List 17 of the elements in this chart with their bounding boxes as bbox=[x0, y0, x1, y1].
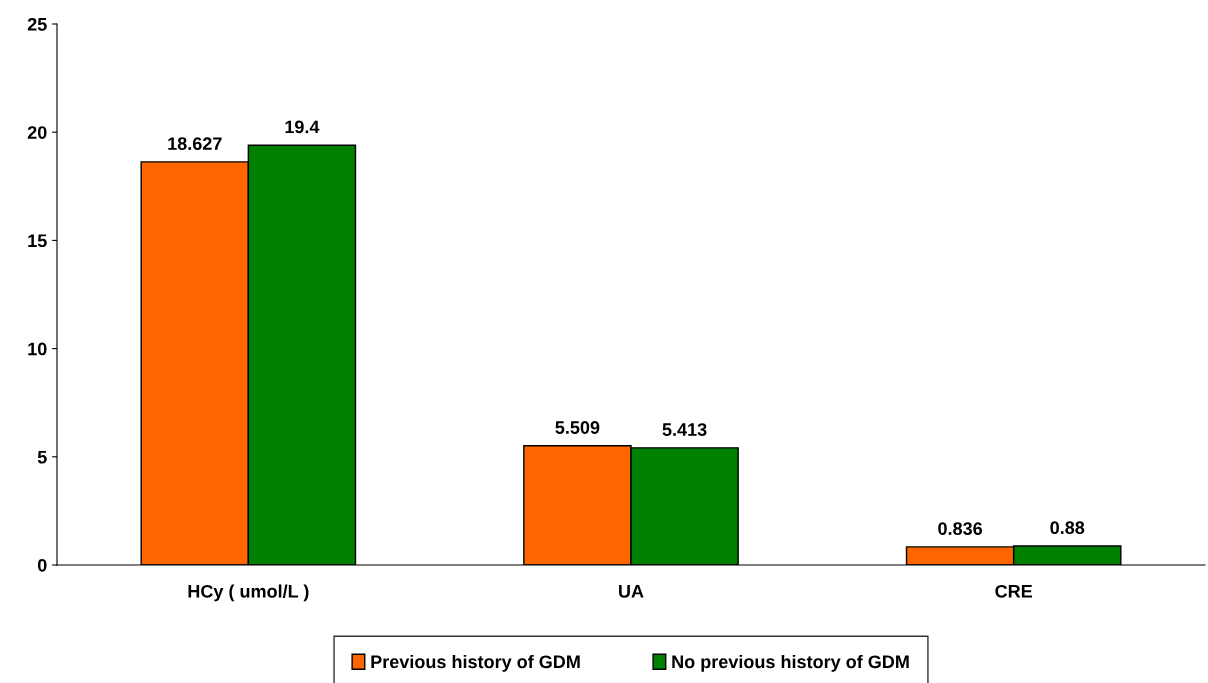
data-label: 0.88 bbox=[1050, 521, 1085, 535]
x-tick-label: UA bbox=[619, 585, 644, 598]
y-tick-label: 25 bbox=[27, 17, 47, 31]
legend-label: No previous history of GDM bbox=[672, 654, 909, 672]
y-tick-label: 15 bbox=[28, 234, 47, 248]
y-tick-label: 20 bbox=[27, 126, 47, 139]
y-tick-label: 0 bbox=[37, 558, 47, 572]
data-label: 0.836 bbox=[938, 522, 983, 536]
data-label: 18.627 bbox=[168, 137, 222, 151]
legend-label: Previous history of GDM bbox=[371, 654, 580, 672]
data-label: 19.4 bbox=[285, 120, 320, 134]
x-tick-label: HCy ( umol/L ) bbox=[188, 584, 309, 602]
y-tick-label: 5 bbox=[37, 450, 47, 464]
data-label: 5.413 bbox=[662, 423, 707, 436]
data-label: 5.509 bbox=[555, 421, 600, 434]
y-tick-label: 10 bbox=[28, 342, 47, 356]
x-tick-label: CRE bbox=[995, 584, 1033, 598]
